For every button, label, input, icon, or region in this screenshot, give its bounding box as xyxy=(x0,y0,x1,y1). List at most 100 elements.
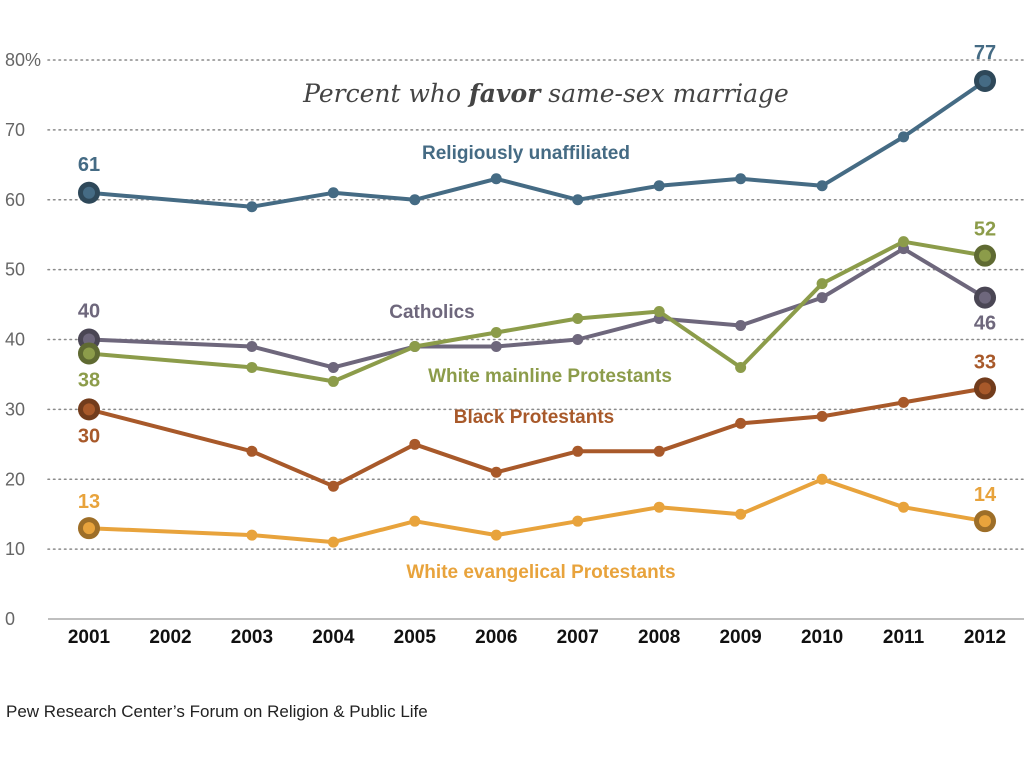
data-point xyxy=(327,480,339,492)
series-religiously-unaffiliated xyxy=(78,69,996,213)
x-tick-label: 2010 xyxy=(801,627,843,648)
data-point xyxy=(816,180,828,192)
end-value-label: 33 xyxy=(974,351,996,373)
series-line xyxy=(87,477,987,545)
series-name-label: Religiously unaffiliated xyxy=(422,143,630,164)
data-point xyxy=(653,501,665,513)
data-point xyxy=(816,410,828,422)
series-catholics xyxy=(78,243,996,373)
y-tick-label: 70 xyxy=(5,120,25,140)
endpoint-center xyxy=(979,382,991,395)
endpoint-center xyxy=(83,186,95,199)
data-point xyxy=(898,131,910,143)
data-point xyxy=(409,340,421,352)
series-lines xyxy=(78,69,996,548)
data-point xyxy=(572,445,584,457)
data-point xyxy=(735,320,747,332)
endpoint-center xyxy=(979,74,991,87)
y-tick-label: 0 xyxy=(5,609,15,629)
data-point xyxy=(490,529,502,541)
series-name-label: White mainline Protestants xyxy=(428,366,672,387)
data-point xyxy=(246,201,258,213)
y-tick-label: 10 xyxy=(5,539,25,559)
data-point xyxy=(246,361,258,373)
end-value-label: 52 xyxy=(974,219,996,241)
y-tick-label: 80% xyxy=(5,50,41,70)
x-tick-label: 2003 xyxy=(231,627,273,648)
x-tick-label: 2011 xyxy=(883,627,925,648)
series-white-evangelical-protestants xyxy=(78,473,996,548)
data-point xyxy=(735,417,747,429)
source-note: Pew Research Center’s Forum on Religion … xyxy=(6,702,428,721)
data-point xyxy=(327,187,339,199)
data-point xyxy=(898,501,910,513)
data-point xyxy=(327,361,339,373)
x-tick-label: 2009 xyxy=(719,627,761,648)
series-line xyxy=(87,386,987,489)
data-point xyxy=(246,445,258,457)
data-point xyxy=(898,236,910,248)
data-point xyxy=(898,396,910,408)
y-tick-label: 30 xyxy=(5,399,25,419)
endpoint-center xyxy=(83,522,95,535)
start-value-label: 30 xyxy=(78,425,100,447)
data-point xyxy=(735,508,747,520)
end-value-label: 46 xyxy=(974,313,996,335)
endpoint-center xyxy=(979,515,991,528)
series-name-label: Black Protestants xyxy=(454,407,615,428)
series-name-label: Catholics xyxy=(389,302,475,323)
start-value-label: 38 xyxy=(78,369,100,391)
data-point xyxy=(490,173,502,185)
data-point xyxy=(490,466,502,478)
data-point xyxy=(246,529,258,541)
y-tick-label: 60 xyxy=(5,190,25,210)
y-axis: 0 10 20 30 40 50 60 70 80% xyxy=(5,50,41,629)
series-black-protestants xyxy=(78,377,996,492)
y-tick-label: 20 xyxy=(5,469,25,489)
x-tick-label: 2007 xyxy=(557,627,599,648)
x-tick-label: 2006 xyxy=(475,627,517,648)
x-axis: 2001 2002 2003 2004 2005 2006 2007 2008 2009 2010… xyxy=(68,627,1006,648)
chart-subtitle: Percent who favor same-sex marriage xyxy=(302,79,789,108)
endpoint-center xyxy=(83,347,95,360)
data-point xyxy=(653,306,665,318)
end-value-label: 77 xyxy=(974,42,996,64)
data-point xyxy=(246,340,258,352)
y-tick-label: 50 xyxy=(5,260,25,280)
data-point xyxy=(490,327,502,339)
x-tick-label: 2012 xyxy=(964,627,1006,648)
series-labels: Religiously unaffiliated 61 77 Catholics 40 4… xyxy=(78,42,997,583)
end-value-label: 14 xyxy=(974,484,997,506)
data-point xyxy=(409,194,421,206)
data-point xyxy=(327,536,339,548)
data-point xyxy=(409,438,421,450)
series-line xyxy=(87,239,987,384)
start-value-label: 13 xyxy=(78,491,100,513)
series-name-label: White evangelical Protestants xyxy=(406,562,675,583)
x-tick-label: 2004 xyxy=(312,627,355,648)
series-line xyxy=(87,246,987,370)
data-point xyxy=(490,340,502,352)
x-tick-label: 2005 xyxy=(394,627,437,648)
data-point xyxy=(816,292,828,304)
start-value-label: 40 xyxy=(78,301,100,323)
data-point xyxy=(735,361,747,373)
data-point xyxy=(816,473,828,485)
data-point xyxy=(735,173,747,185)
endpoint-center xyxy=(979,249,991,262)
data-point xyxy=(653,445,665,457)
data-point xyxy=(816,278,828,290)
endpoint-center xyxy=(979,291,991,304)
x-tick-label: 2008 xyxy=(638,627,680,648)
data-point xyxy=(409,515,421,527)
data-point xyxy=(653,180,665,192)
endpoint-center xyxy=(83,403,95,416)
data-point xyxy=(572,194,584,206)
y-tick-label: 40 xyxy=(5,330,25,350)
x-tick-label: 2002 xyxy=(149,627,191,648)
data-point xyxy=(572,313,584,325)
data-point xyxy=(572,334,584,345)
start-value-label: 61 xyxy=(78,154,100,176)
data-point xyxy=(327,375,339,387)
